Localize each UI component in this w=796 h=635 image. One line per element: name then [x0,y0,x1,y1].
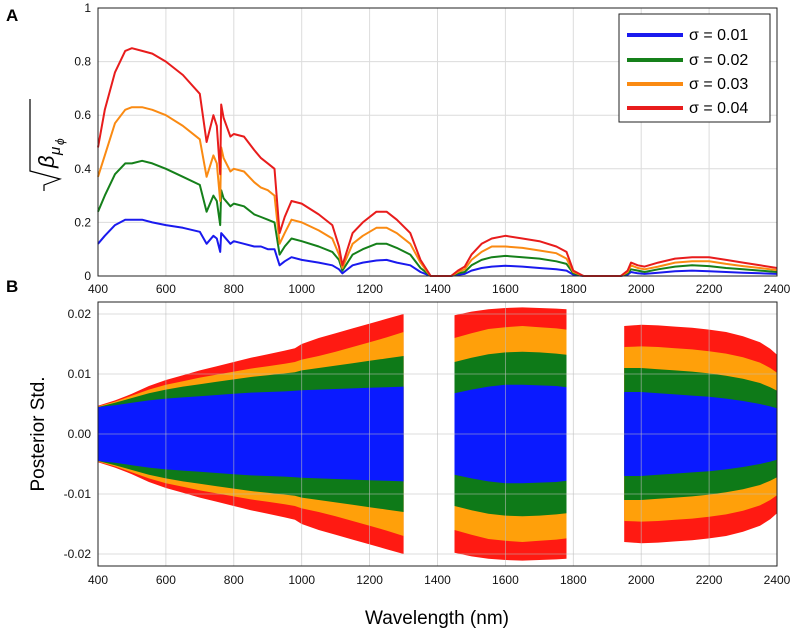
panel-a-ytick-label: 0.4 [74,162,91,176]
panel-b-xtick-label: 1400 [424,573,451,587]
panel-b-xtick-label: 800 [224,573,244,587]
panel-b-xtick-label: 1000 [288,573,315,587]
panel-b-chart: 400 600 800 1000 1200 1400 1600 1800 2000 2200 240… [28,301,791,629]
panel-a-frame [97,7,778,277]
panel-a-ytick-label: 0 [84,269,91,283]
panel-b-xtick-label: 2200 [696,573,723,587]
panel-a-ytick-label: 0.2 [74,215,91,229]
panel-b-ytick-label: -0.02 [64,547,92,561]
panel-a-series-line-4 [97,47,778,277]
legend-box [618,13,771,123]
legend-label-4: σ = 0.04 [689,100,748,117]
panel-b-xtick-label: 600 [156,573,176,587]
panel-a-xtick-label: 1400 [424,282,451,296]
legend-label-1: σ = 0.01 [689,27,748,44]
panel-b-xtick-label: 2000 [628,573,655,587]
panel-b-frame [97,301,778,567]
ylabel-a-beta: β [34,155,59,169]
panel-a-ytick-label: 1 [84,1,91,15]
panel-a-xtick-label: 1000 [288,282,315,296]
panel-b-ytick-label: 0.02 [68,307,92,321]
ylabel-a-mu: μ [47,147,64,156]
panel-b-xtick-label: 1800 [560,573,587,587]
legend-label-3: σ = 0.03 [689,76,748,93]
panel-a-ytick-label: 0.8 [74,55,91,69]
panel-a-xtick-label: 600 [156,282,176,296]
panel-b-ytick-label: -0.01 [64,487,92,501]
x-axis-title: Wavelength (nm) [365,608,509,629]
panel-b-ytick-label: 0.01 [68,367,92,381]
panel-a-ylabel: β μ ϕ [29,99,67,191]
panel-b-ylabel: Posterior Std. [28,376,49,491]
ylabel-a-phi: ϕ [53,138,67,145]
panel-a-ytick-label: 0.6 [74,108,91,122]
panel-b-xtick-label: 2400 [764,573,791,587]
panel-a-xtick-label: 1800 [560,282,587,296]
panel-b-xtick-label: 1200 [356,573,383,587]
panel-a-xtick-label: 800 [224,282,244,296]
panel-a-xtick-label: 1600 [492,282,519,296]
panel-a-xtick-label: 2200 [696,282,723,296]
legend: σ = 0.01 σ = 0.02 σ = 0.03 σ = 0.04 [618,13,771,123]
panel-a-xtick-label: 2000 [628,282,655,296]
panel-a-chart: 400 600 800 1000 1200 1400 1600 1800 2000 2200 240… [29,1,791,296]
panel-b-ticks: 400 600 800 1000 1200 1400 1600 1800 2000 2200 240… [64,307,791,587]
panel-a-ticks: 400 600 800 1000 1200 1400 1600 1800 2000 2200 240… [74,1,790,296]
panel-a-label: A [6,6,18,25]
panel-a-xtick-label: 400 [88,282,108,296]
panel-a-lines [97,47,778,277]
panel-a-xtick-label: 1200 [356,282,383,296]
panel-b-xtick-label: 1600 [492,573,519,587]
panel-b-label: B [6,277,18,296]
panel-b-ytick-label: 0.00 [68,427,92,441]
sqrt-sign [29,99,62,191]
panel-a-xtick-label: 2400 [764,282,791,296]
legend-label-2: σ = 0.02 [689,52,748,69]
panel-b-xtick-label: 400 [88,573,108,587]
